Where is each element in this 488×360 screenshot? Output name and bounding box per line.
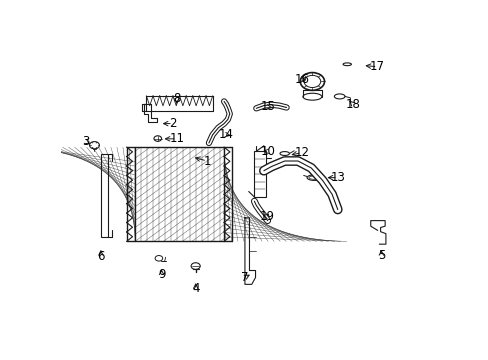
Text: 15: 15 (260, 100, 275, 113)
Circle shape (300, 73, 324, 90)
Text: 19: 19 (260, 210, 275, 223)
Bar (254, 151, 265, 197)
Ellipse shape (334, 94, 344, 99)
Text: 16: 16 (294, 73, 308, 86)
Text: 2: 2 (169, 117, 176, 130)
Text: 13: 13 (330, 171, 345, 184)
Text: 10: 10 (260, 145, 275, 158)
Text: 5: 5 (377, 249, 384, 262)
Ellipse shape (302, 93, 321, 100)
Bar (101, 154, 107, 237)
Circle shape (191, 263, 200, 269)
Ellipse shape (343, 63, 351, 66)
Bar (135, 147, 224, 242)
Text: 17: 17 (369, 60, 384, 73)
Text: 12: 12 (294, 146, 308, 159)
Text: 18: 18 (345, 98, 360, 111)
Text: 8: 8 (173, 92, 180, 105)
Circle shape (155, 256, 163, 261)
Text: 1: 1 (203, 154, 210, 167)
Text: 6: 6 (97, 250, 104, 263)
Text: 11: 11 (169, 132, 184, 145)
Text: 14: 14 (218, 128, 233, 141)
Ellipse shape (280, 152, 289, 156)
Text: 3: 3 (82, 135, 89, 148)
Text: 9: 9 (158, 268, 165, 281)
Text: 4: 4 (191, 282, 199, 295)
Text: 7: 7 (241, 271, 248, 284)
